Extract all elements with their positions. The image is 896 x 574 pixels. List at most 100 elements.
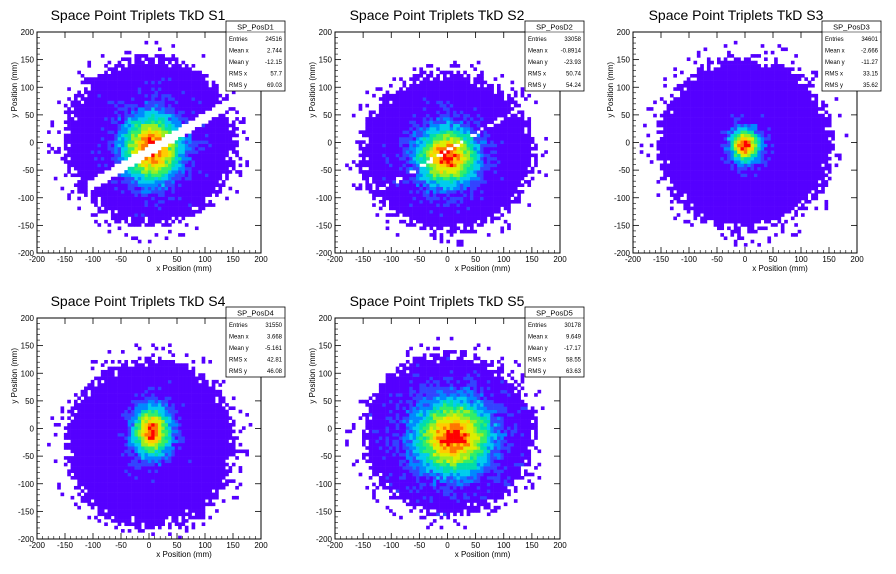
heatmap-cell (412, 166, 417, 171)
heatmap-cell (365, 90, 370, 95)
heatmap-cell (720, 90, 725, 95)
heatmap-cell (483, 140, 488, 144)
heatmap-cell (205, 193, 209, 197)
heatmap-cell (174, 100, 179, 105)
heatmap-cell (517, 120, 521, 125)
heatmap-cell (473, 153, 478, 158)
heatmap-cell (436, 113, 440, 118)
heatmap-cell (466, 83, 471, 88)
heatmap-cell (198, 93, 202, 98)
heatmap-cell (490, 173, 494, 178)
heatmap-cell (663, 170, 667, 174)
heatmap-cell (368, 170, 373, 174)
heatmap-cell (669, 123, 674, 128)
heatmap-cell (174, 80, 179, 85)
heatmap-cell (191, 130, 196, 134)
heatmap-cell (77, 133, 81, 138)
heatmap-cell (110, 176, 115, 181)
heatmap-cell (666, 110, 671, 115)
heatmap-cell (100, 203, 105, 207)
heatmap-cell (680, 163, 684, 168)
heatmap-cell (412, 150, 417, 154)
heatmap-cell (392, 190, 397, 194)
heatmap-cell (134, 196, 139, 201)
heatmap-cell (473, 170, 478, 174)
heatmap-cell (436, 100, 440, 105)
heatmap-cell (446, 83, 451, 88)
heatmap-cell (717, 117, 721, 121)
heatmap-cell (473, 176, 478, 181)
heatmap-cell (77, 117, 81, 121)
heatmap-cell (137, 127, 142, 131)
heatmap-cell (710, 170, 714, 174)
heatmap-cell (395, 166, 400, 171)
heatmap-cell (121, 70, 125, 75)
heatmap-cell (480, 70, 484, 75)
heatmap-cell (151, 136, 155, 141)
heatmap-cell (436, 140, 440, 144)
heatmap-cell (490, 166, 494, 171)
heatmap-cell (378, 150, 383, 154)
heatmap-cell (490, 160, 494, 164)
heatmap-cell (483, 213, 488, 217)
heatmap-cell (131, 97, 135, 101)
heatmap-cell (453, 170, 457, 174)
heatmap-cell (131, 136, 135, 141)
heatmap-cell (147, 90, 152, 95)
heatmap-cell (497, 173, 501, 178)
heatmap-cell (459, 83, 464, 88)
heatmap-cell (151, 153, 155, 158)
heatmap-cell (147, 190, 152, 194)
heatmap-cell (144, 170, 149, 174)
heatmap-cell (476, 117, 481, 121)
heatmap-cell (439, 123, 444, 128)
heatmap-cell (392, 170, 397, 174)
heatmap-cell (439, 180, 444, 184)
heatmap-cell (530, 146, 535, 151)
heatmap-cell (717, 110, 721, 115)
heatmap-cell (663, 173, 667, 178)
heatmap-cell (368, 113, 373, 118)
heatmap-cell (476, 199, 481, 204)
heatmap-cell (693, 209, 698, 214)
heatmap-cell (164, 199, 169, 204)
heatmap-cell (497, 170, 501, 174)
heatmap-cell (713, 117, 718, 121)
heatmap-cell (178, 213, 182, 217)
heatmap-cell (463, 143, 467, 148)
heatmap-cell (544, 136, 548, 141)
heatmap-cell (181, 190, 186, 194)
heatmap-cell (124, 120, 129, 125)
heatmap-cell (720, 196, 725, 201)
heatmap-cell (517, 166, 521, 171)
heatmap-cell (720, 136, 725, 141)
heatmap-cell (416, 133, 420, 138)
heatmap-cell (409, 146, 413, 151)
heatmap-cell (686, 203, 691, 207)
heatmap-cell (97, 80, 102, 85)
heatmap-cell (80, 140, 85, 144)
heatmap-cell (208, 153, 213, 158)
heatmap-cell (358, 186, 363, 191)
heatmap-cell (151, 70, 155, 75)
heatmap-cell (422, 93, 427, 98)
heatmap-cell (90, 107, 95, 111)
heatmap-cell (453, 219, 457, 224)
heatmap-cell (174, 160, 179, 164)
heatmap-cell (144, 117, 149, 121)
heatmap-cell (700, 216, 704, 221)
heatmap-cell (117, 216, 122, 221)
heatmap-cell (720, 130, 725, 134)
heatmap-cell (443, 90, 447, 95)
heatmap-cell (208, 173, 213, 178)
heatmap-cell (201, 80, 206, 85)
heatmap-cell (513, 156, 518, 161)
heatmap-cell (117, 113, 122, 118)
y-tick-label: -150 (316, 221, 333, 230)
heatmap-cell (500, 90, 505, 95)
heatmap-cell (683, 83, 688, 88)
heatmap-cell (389, 196, 393, 201)
heatmap-cell (399, 180, 403, 184)
heatmap-cell (480, 163, 484, 168)
heatmap-cell (365, 123, 370, 128)
